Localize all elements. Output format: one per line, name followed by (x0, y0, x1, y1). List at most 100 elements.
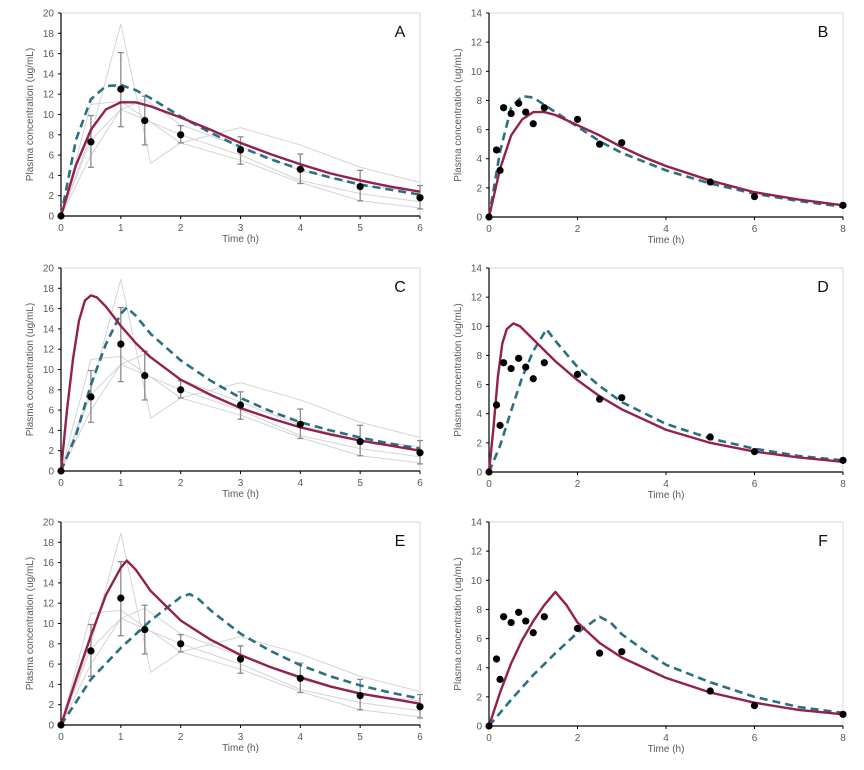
y-tick-label: 8 (48, 130, 54, 141)
panel-label: E (395, 533, 406, 550)
y-tick-label: 2 (476, 438, 482, 449)
model-dashed-line (59, 306, 421, 472)
observed-point (529, 629, 537, 637)
x-tick-label: 4 (298, 223, 304, 234)
observed-point (492, 655, 501, 663)
x-tick-label: 0 (486, 479, 492, 490)
observed-point (522, 108, 530, 116)
observed-point (141, 116, 149, 125)
y-tick-label: 2 (48, 700, 54, 711)
observed-point (87, 647, 95, 655)
observed-point (529, 375, 537, 383)
x-tick-label: 8 (840, 479, 846, 490)
x-tick-label: 4 (663, 224, 669, 235)
y-tick-label: 6 (48, 660, 54, 671)
individual-profile-line (60, 108, 421, 217)
x-tick-label: 6 (417, 223, 423, 234)
y-tick-label: 0 (476, 213, 482, 224)
x-tick-label: 8 (840, 224, 846, 235)
observed-point (496, 675, 504, 683)
model-solid-line (487, 590, 844, 727)
y-tick-label: 2 (476, 692, 482, 703)
observed-point (750, 193, 759, 201)
observed-point (540, 613, 548, 621)
observed-point (529, 120, 537, 128)
observed-point (522, 617, 530, 625)
observed-point (177, 640, 185, 648)
observed-point (87, 138, 95, 146)
y-tick-label: 8 (48, 385, 54, 396)
x-tick-label: 0 (58, 223, 64, 234)
x-tick-label: 5 (357, 478, 363, 489)
x-axis-label: Time (h) (222, 489, 259, 500)
y-tick-label: 12 (43, 345, 55, 356)
y-tick-label: 6 (48, 151, 54, 162)
panel-d: 0 2 4 6 8 10 12 14 0 2 4 6 8 Time (h) Plasma concentra… (453, 264, 847, 501)
y-tick-label: 20 (43, 9, 55, 20)
y-tick-label: 10 (43, 365, 55, 376)
x-axis-label: Time (h) (648, 235, 685, 246)
model-solid-line (59, 101, 421, 217)
x-tick-label: 2 (178, 732, 184, 743)
observed-point (618, 139, 626, 147)
observed-point (485, 213, 493, 221)
y-tick-label: 10 (43, 619, 55, 630)
individual-profile-line (60, 363, 421, 472)
y-tick-label: 18 (43, 284, 55, 295)
y-tick-label: 10 (471, 576, 483, 587)
x-tick-label: 4 (663, 479, 669, 490)
observed-point (57, 212, 65, 220)
panel-label: D (817, 279, 829, 296)
y-tick-label: 12 (471, 547, 483, 558)
panel-f: 0 2 4 6 8 10 12 14 0 2 4 6 8 Time (h) Plasma concentra… (453, 518, 847, 755)
observed-point (236, 146, 245, 154)
y-tick-label: 6 (476, 125, 482, 136)
x-tick-label: 5 (357, 223, 363, 234)
y-tick-label: 6 (476, 380, 482, 391)
x-tick-label: 2 (575, 733, 581, 744)
y-tick-label: 20 (43, 518, 55, 529)
x-tick-label: 5 (357, 732, 363, 743)
y-tick-label: 8 (476, 605, 482, 616)
observed-point (496, 421, 504, 429)
panel-label: B (818, 24, 829, 41)
observed-point (492, 401, 501, 409)
observed-point (750, 702, 759, 710)
observed-point (839, 710, 847, 718)
plot-frame (488, 267, 844, 473)
observed-point (522, 363, 530, 371)
x-tick-label: 1 (118, 478, 124, 489)
y-tick-label: 0 (476, 722, 482, 733)
observed-point (141, 625, 149, 634)
x-tick-label: 0 (58, 732, 64, 743)
observed-point (57, 467, 65, 475)
observed-point (356, 182, 364, 191)
y-tick-label: 20 (43, 264, 55, 275)
x-axis-label: Time (h) (222, 234, 259, 245)
observed-point (177, 131, 185, 139)
x-tick-label: 0 (58, 478, 64, 489)
individual-profile-line (60, 617, 421, 726)
observed-point (540, 359, 548, 367)
x-tick-label: 1 (118, 223, 124, 234)
observed-point (496, 166, 504, 174)
observed-point (485, 722, 493, 730)
y-tick-label: 16 (43, 49, 55, 60)
y-tick-label: 12 (43, 599, 55, 610)
model-solid-line (487, 322, 844, 473)
y-tick-label: 0 (48, 721, 54, 732)
x-tick-label: 1 (118, 732, 124, 743)
y-tick-label: 18 (43, 29, 55, 40)
y-tick-label: 4 (48, 171, 54, 182)
panel-label: A (395, 24, 406, 41)
y-axis-label: Plasma concentration (ug/mL) (453, 557, 464, 690)
x-tick-label: 3 (238, 223, 244, 234)
observed-point (839, 456, 847, 464)
observed-point (117, 594, 125, 602)
observed-point (117, 85, 125, 93)
x-tick-label: 4 (663, 733, 669, 744)
observed-point (618, 394, 626, 402)
y-tick-label: 14 (471, 518, 483, 529)
